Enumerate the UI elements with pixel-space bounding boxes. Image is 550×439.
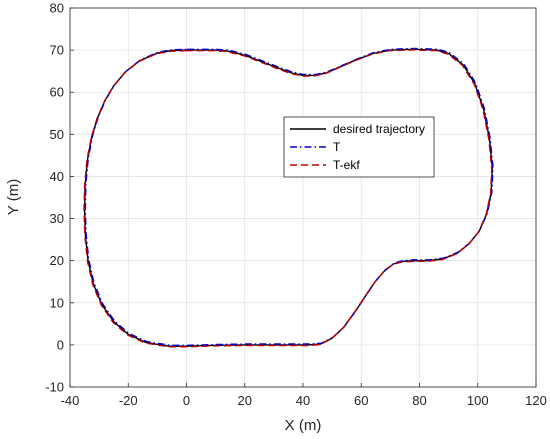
- legend-label: T: [333, 140, 341, 154]
- series-lines: [83, 47, 494, 348]
- y-tick-label: 50: [50, 127, 64, 142]
- series-line-t-ekf: [83, 49, 493, 348]
- x-tick-label: 80: [412, 393, 426, 408]
- y-tick-label: 80: [50, 1, 64, 16]
- x-tick-label: -20: [119, 393, 138, 408]
- y-tick-label: -10: [45, 380, 64, 395]
- y-tick-label: 0: [57, 337, 64, 352]
- legend-label: T-ekf: [333, 158, 360, 172]
- y-tick-label: 10: [50, 295, 64, 310]
- x-tick-label: 40: [296, 393, 310, 408]
- x-axis-label: X (m): [285, 417, 322, 434]
- x-tick-label: 60: [354, 393, 368, 408]
- x-tick-label: 20: [238, 393, 252, 408]
- x-tick-label: 120: [525, 393, 547, 408]
- y-tick-label: 60: [50, 85, 64, 100]
- tick-labels: -40 -20 0 20 40 60 80 100 120 -10 0 10 20 30 40 50 60 70 8…: [45, 1, 547, 409]
- axes-box: [69, 7, 537, 388]
- y-tick-label: 70: [50, 43, 64, 58]
- x-tick-label: -40: [61, 393, 80, 408]
- y-tick-label: 20: [50, 253, 64, 268]
- x-tick-label: 100: [467, 393, 489, 408]
- x-tick-label: 0: [183, 393, 190, 408]
- y-axis-label: Y (m): [5, 179, 22, 215]
- legend: desired trajectory T T-ekf: [283, 116, 435, 178]
- y-tick-label: 30: [50, 211, 64, 226]
- y-tick-label: 40: [50, 169, 64, 184]
- legend-label: desired trajectory: [333, 122, 425, 136]
